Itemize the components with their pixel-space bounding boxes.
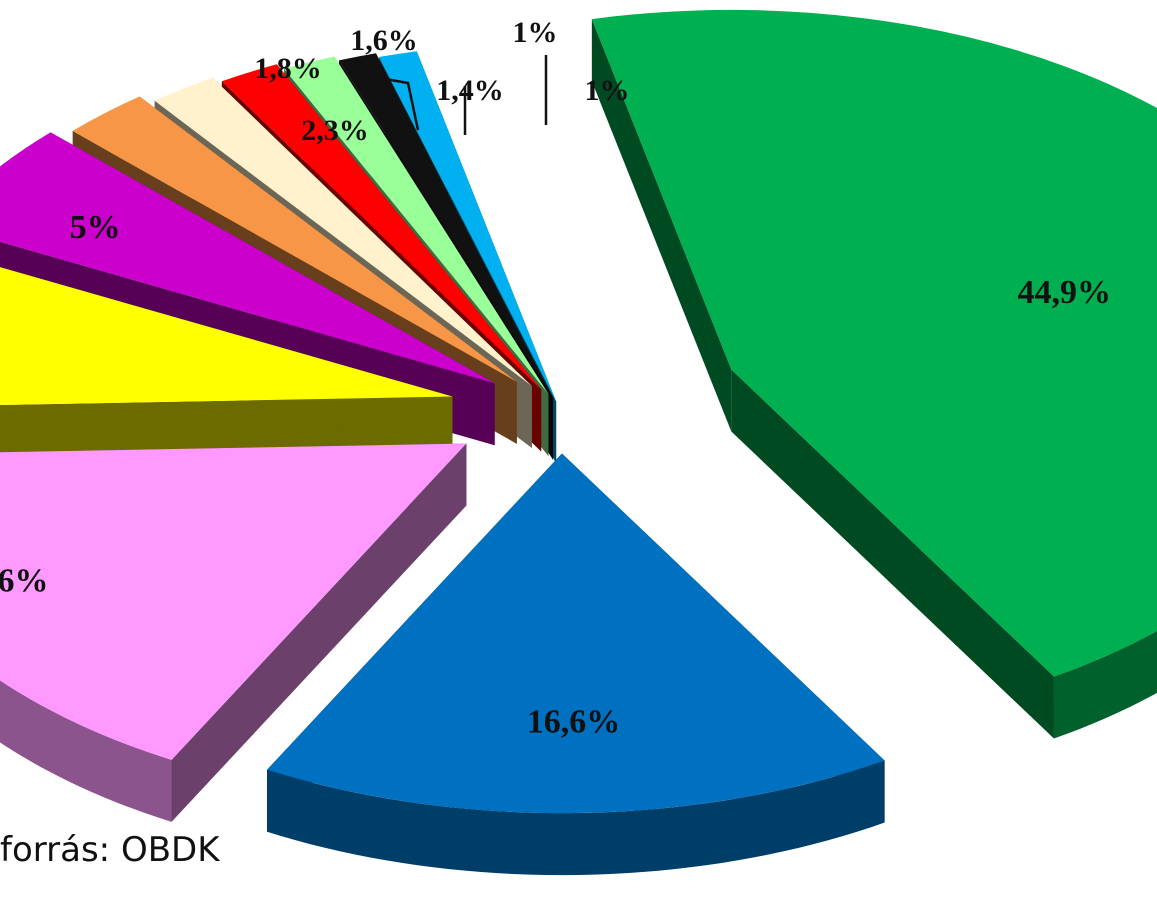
slices-layer [0, 9, 1157, 876]
pie-slice-1 [591, 9, 1157, 739]
slice-label-1: 44,9% [1018, 274, 1112, 311]
slice-label-5: 5% [70, 209, 121, 246]
pie-slice-side-3-1 [171, 443, 467, 822]
pie-slice-top-3 [0, 443, 467, 760]
pie-slice-3 [0, 443, 467, 822]
pie-slice-top-6 [72, 96, 517, 382]
labels-layer: 44,9%16,6%16,6%7,8%5%2,3%1,8%1,6%1,4%1%1… [0, 16, 1111, 740]
leader-line-7 [373, 75, 420, 131]
slice-label-3: 16,6% [0, 563, 48, 600]
slice-label-7: 1,8% [254, 52, 322, 85]
pie-slice-wall-2 [267, 760, 885, 876]
slice-label-6: 2,3% [301, 114, 369, 147]
slice-label-9: 1,4% [436, 74, 504, 107]
pie-slice-wall-1 [1053, 630, 1157, 739]
pie-slice-top-8 [221, 64, 542, 390]
pie-slice-top-10 [338, 53, 554, 398]
source-note: forrás: OBDK [0, 830, 220, 870]
pie-slice-top-5 [0, 132, 495, 384]
slice-label-11: 1% [585, 74, 630, 107]
pie-slice-top-1 [591, 9, 1157, 677]
slice-label-2: 16,6% [527, 703, 621, 740]
slice-label-10: 1% [513, 16, 558, 49]
pie-slice-side-1-2 [731, 369, 1054, 739]
pie-slice-top-9 [284, 56, 549, 394]
pie-slice-2 [267, 453, 885, 876]
pie-slice-top-11 [379, 51, 557, 402]
pie-slice-top-4 [0, 267, 453, 405]
pie-slice-top-2 [267, 453, 885, 814]
slice-label-8: 1,6% [350, 24, 418, 57]
pie-slice-top-7 [154, 77, 532, 387]
pie-slice-side-1-1 [591, 19, 732, 432]
pie-slice-wall-3 [0, 680, 172, 822]
